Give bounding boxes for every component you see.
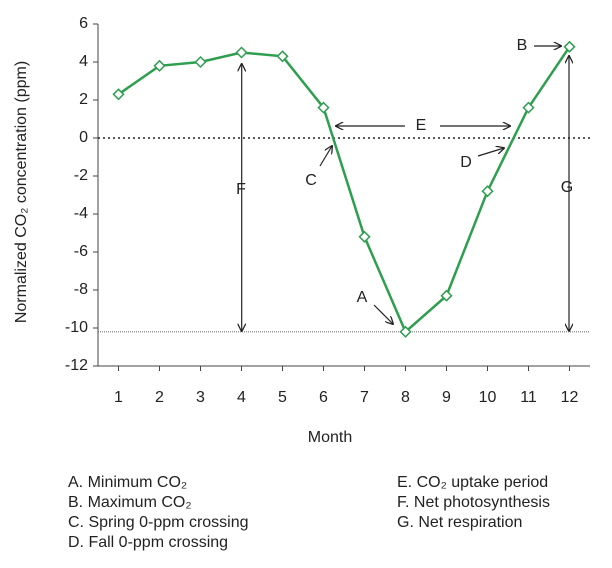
x-tick-label: 7 (360, 389, 369, 406)
data-point (317, 101, 330, 114)
data-point (440, 289, 453, 302)
annotation: D (460, 154, 472, 171)
series-line (117, 46, 571, 334)
d-arrow (477, 148, 504, 157)
note: F. Net photosynthesis (397, 494, 550, 511)
x-tick-label: 4 (237, 389, 246, 406)
data-point (358, 230, 371, 243)
annotation: E (416, 117, 427, 134)
note: G. Net respiration (397, 514, 522, 531)
note: C. Spring 0-ppm crossing (68, 514, 249, 531)
y-tick-label: 6 (79, 15, 88, 32)
data-point (563, 40, 576, 53)
annotation: F (236, 181, 246, 198)
x-tick-label: 9 (442, 389, 451, 406)
data-point (276, 50, 289, 63)
x-tick-label: 5 (278, 389, 287, 406)
data-point (399, 325, 412, 338)
y-tick-label: 0 (79, 129, 88, 146)
annotation: A (357, 289, 368, 306)
data-point (522, 101, 535, 114)
data-point (235, 46, 248, 59)
data-point (194, 55, 207, 69)
y-axis-label: Normalized CO₂ concentration (ppm) (13, 61, 30, 323)
note: B. Maximum CO₂ (68, 494, 192, 511)
y-tick-label: -2 (74, 167, 88, 184)
note: E. CO₂ uptake period (397, 474, 548, 491)
x-tick-label: 8 (401, 389, 410, 406)
note: D. Fall 0-ppm crossing (68, 534, 228, 551)
x-tick-label: 3 (196, 389, 205, 406)
x-tick-label: 1 (114, 389, 123, 406)
annotation: G (561, 179, 573, 196)
y-tick-label: -12 (65, 357, 88, 374)
annotation: B (517, 37, 528, 54)
x-axis-label: Month (308, 429, 352, 446)
x-tick-label: 11 (520, 389, 537, 406)
a-arrow (373, 304, 393, 324)
y-tick-label: -10 (65, 319, 88, 336)
y-tick-label: -6 (74, 243, 88, 260)
c-arrow (319, 146, 332, 167)
x-tick-label: 10 (479, 389, 497, 406)
x-tick-label: 2 (155, 389, 164, 406)
y-tick-label: -4 (74, 205, 88, 222)
note: A. Minimum CO₂ (68, 474, 187, 491)
data-point (481, 185, 494, 198)
data-point (153, 59, 166, 72)
y-tick-label: 4 (79, 53, 88, 70)
y-tick-label: -8 (74, 281, 88, 298)
annotation: C (305, 172, 317, 189)
data-point (112, 88, 125, 101)
x-tick-label: 6 (319, 389, 328, 406)
y-tick-label: 2 (79, 91, 88, 108)
x-tick-label: 12 (561, 389, 579, 406)
